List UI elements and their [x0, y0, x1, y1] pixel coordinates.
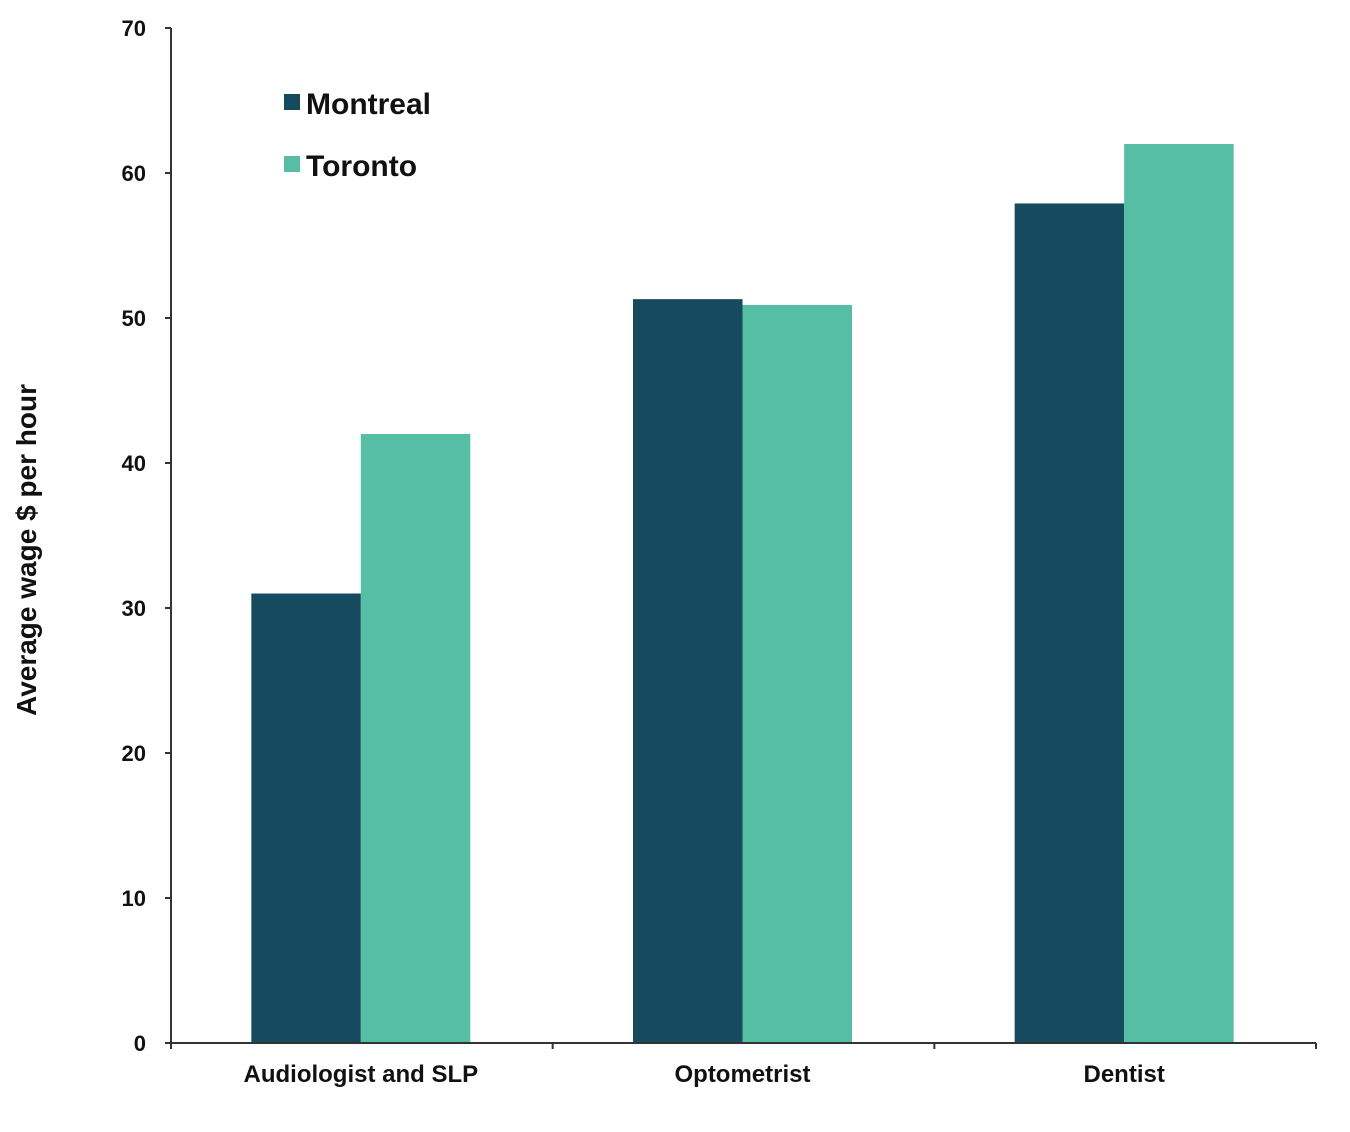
bar-montreal: [1014, 203, 1125, 1043]
legend-swatch-toronto: [284, 156, 300, 172]
y-tick-label: 50: [122, 306, 146, 331]
y-tick-label: 40: [122, 451, 146, 476]
y-axis-title: Average wage $ per hour: [11, 384, 42, 716]
y-tick-label: 10: [122, 886, 146, 911]
bar-montreal: [251, 593, 361, 1043]
y-tick-label: 20: [122, 741, 146, 766]
labels-layer: 0 10 20 30 40 50 60 70 Audiologist and SLP Optome…: [122, 16, 1165, 1088]
bars-layer: [251, 144, 1234, 1043]
bar-toronto: [360, 434, 471, 1043]
bar-toronto: [742, 304, 852, 1043]
axes-layer: [165, 27, 1317, 1049]
y-tick-label: 70: [122, 16, 146, 41]
x-category-label: Audiologist and SLP: [244, 1061, 479, 1088]
y-tick-label: 60: [122, 161, 146, 186]
bar-toronto: [1124, 144, 1234, 1043]
y-tick-label: 0: [134, 1031, 146, 1056]
y-tick-label: 30: [122, 596, 146, 621]
legend-label-toronto: Toronto: [306, 150, 417, 183]
x-category-label: Dentist: [1083, 1061, 1164, 1088]
legend-label-montreal: Montreal: [306, 88, 431, 121]
bar-montreal: [633, 299, 743, 1043]
legend-swatch-montreal: [284, 94, 300, 110]
x-category-label: Optometrist: [674, 1061, 810, 1088]
legend: Montreal Toronto: [284, 88, 431, 183]
